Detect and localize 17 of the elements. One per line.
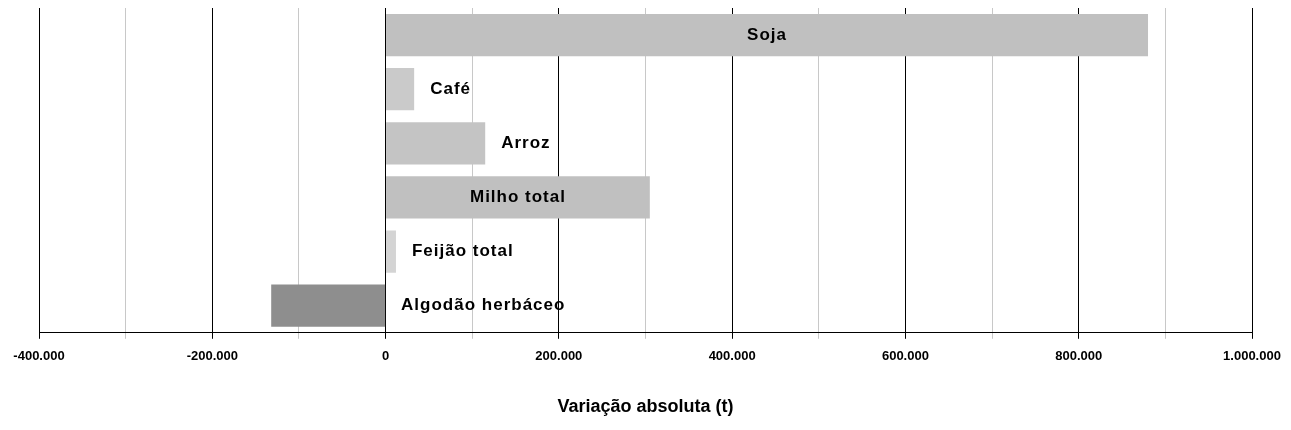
x-tick-label: 800.000	[1055, 348, 1103, 364]
y-tick-label: Arroz	[501, 133, 551, 153]
x-axis-title: Variação absoluta (t)	[557, 396, 734, 417]
y-tick-label: Soja	[747, 24, 787, 44]
bar	[386, 230, 396, 273]
bar	[271, 284, 386, 327]
y-tick-label: Milho total	[469, 187, 566, 207]
x-tick-label: -200.000	[186, 348, 238, 364]
x-tick-label: 400.000	[708, 348, 756, 364]
x-tick-label: 600.000	[881, 348, 929, 364]
x-tick-label: 200.000	[535, 348, 583, 364]
y-tick-label: Feijão total	[411, 241, 514, 261]
bar	[386, 68, 415, 111]
x-tick-label: 1.000.000	[1223, 348, 1281, 364]
x-tick-label: 0	[381, 348, 390, 364]
x-tick-label: -400.000	[13, 348, 65, 364]
y-tick-label: Café	[430, 78, 472, 98]
